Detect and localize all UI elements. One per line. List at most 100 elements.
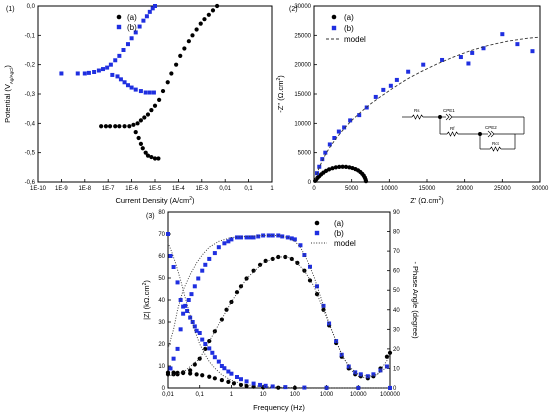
panel-1-series-b-point — [118, 77, 123, 82]
panel-1-series-b-point — [75, 71, 80, 76]
panel-3-series-b-point — [235, 375, 240, 379]
panel-3-series-a-point — [165, 372, 171, 377]
panel-3-series-a-point — [387, 350, 393, 355]
panel-2-series-b-point — [323, 150, 328, 155]
panel-1-series-a-point — [142, 115, 147, 120]
panel-3-y-axis-label-main: |Z| (kΩ.cm — [142, 285, 151, 320]
panel-1-series-a-point — [169, 71, 174, 76]
panel-3-series-b-point — [321, 303, 326, 308]
panel-2-y-axis-label-tail: ) — [276, 75, 285, 78]
panel-1-series-a-point — [133, 130, 138, 135]
panel-3-y-tick-label: 30 — [158, 320, 165, 326]
panel-1-series-a-point — [122, 124, 127, 129]
panel-1-series-a-point — [182, 46, 187, 51]
panel-2-series-a-point — [330, 166, 335, 171]
panel-1-series-b-point — [121, 48, 126, 52]
panel-3-series-b-point — [353, 370, 358, 375]
legend-a-label: (a) — [127, 13, 137, 22]
panel-3-x-tick-label: 0,1 — [196, 392, 205, 398]
panel-1-series-b-point — [86, 70, 91, 75]
panel-3-x-tick-label: 0,01 — [162, 392, 174, 398]
panel-3-series-a-point — [238, 284, 244, 289]
panel-1-series-a-point — [194, 27, 199, 32]
panel-2-series-b-point — [357, 113, 362, 118]
panel-3-series-a-point — [203, 346, 208, 351]
panel-3-series-b-point — [222, 366, 227, 371]
panel-3-y2-tick-label: 10 — [393, 366, 400, 372]
panel-1-series-a-point — [157, 97, 162, 102]
panel-2-y-tick-label: 30000 — [294, 4, 311, 10]
panel-1-series-b-point — [141, 18, 146, 23]
circuit-label-cpe2: CPE2 — [485, 125, 497, 130]
panel-3-series-b-point — [200, 268, 205, 273]
panel-1-series-a-point — [178, 53, 183, 58]
panel-2-y-axis-label-main: -Z'' (Ω.cm — [276, 81, 285, 113]
panel-3-series-b-point — [280, 234, 285, 239]
panel-3-series-b-point — [168, 366, 173, 371]
panel-3-x-tick-label: 1 — [230, 392, 234, 398]
panel-2-series-b-point — [320, 157, 325, 162]
panel-3-legend: (a) (b) model — [311, 219, 356, 248]
panel-2-x-tick-label: 15000 — [419, 186, 436, 192]
panel-3-series-b-point — [339, 352, 344, 357]
panel-2-series-a-point — [337, 164, 342, 169]
panel-1-series-a-point — [152, 156, 158, 161]
panel-3-y-tick-label: 40 — [158, 298, 165, 304]
panel-3-y2-tick-label: 70 — [393, 249, 400, 255]
panel-1-series-a-point — [145, 112, 151, 117]
panel-2-series-a-point — [326, 167, 332, 172]
panel-3-y-tick-label: 20 — [158, 342, 165, 348]
panel-3-series-b-point — [371, 372, 376, 377]
panel-1-series-a-point — [149, 108, 154, 113]
panel-1-y-tick-label: -0,5 — [25, 151, 36, 157]
panel-2-y-tick-label: 25000 — [294, 33, 311, 39]
panel-2-series-b-point — [515, 42, 520, 47]
panel-label-2: (2) — [289, 6, 298, 13]
panel-3-y-tick-label: 80 — [158, 210, 165, 216]
panel-1-series-a-point — [174, 62, 179, 67]
panel-1-series-a-point — [136, 135, 141, 141]
panel-1-y-tick-label: -0,2 — [25, 63, 36, 69]
panel-1-series-a-point — [143, 150, 148, 155]
panel-1-series-b-point — [115, 74, 120, 79]
panel-1-y-tick-label: -0,6 — [25, 180, 36, 186]
panel-3-series-b-point — [270, 384, 275, 389]
panel-1-x-tick-label: 1 — [270, 186, 274, 192]
legend-model-label: model — [334, 239, 356, 248]
panel-3-series-b-point — [210, 350, 215, 355]
panel-3-series-b-point — [189, 292, 194, 297]
legend-b-label: (b) — [334, 229, 344, 238]
panel-2-series-b-point — [348, 118, 353, 123]
legend-a-marker — [314, 220, 320, 226]
panel-1-series-a-point — [131, 122, 136, 127]
panel-3-y-tick-label: 50 — [158, 276, 165, 282]
panel-3-series-b-point — [244, 379, 249, 384]
panel-3-series-b-point — [171, 356, 176, 361]
panel-1-series-b-point — [125, 42, 130, 47]
panel-2-x-axis-label-tail: ) — [441, 196, 444, 205]
panel-3-series-b-point — [248, 235, 253, 240]
panel-3-series-b-point — [307, 264, 312, 269]
panel-3-y-axis-label-sup: 2 — [142, 282, 148, 285]
panel-3-series-b-point — [289, 236, 294, 241]
panel-3-series-b-point — [238, 235, 243, 240]
panel-3-series-a-point — [188, 368, 193, 373]
legend-a-label: (a) — [334, 219, 344, 228]
panel-3-series-b-point — [203, 342, 208, 346]
panel-1-series-b-point — [129, 85, 134, 90]
panel-1-legend: (a) (b) — [116, 13, 137, 32]
panel-2-legend: (a) (b) model — [326, 13, 366, 44]
panel-1-series-a-point — [145, 153, 151, 158]
panel-3-series-b-point — [238, 377, 243, 382]
panel-3-y2-tick-label: 50 — [393, 288, 400, 294]
panel-3-series-b-point — [258, 382, 263, 387]
panel-1-x-axis-label: Current Density (A/cm2) — [115, 196, 195, 205]
panel-3-y-axis-label-tail: ) — [142, 280, 151, 283]
panel-1-series-b-point — [153, 4, 157, 8]
panel-1-y-tick-label: -0,1 — [25, 33, 36, 39]
panel-3-series-b-point — [178, 327, 183, 332]
panel-1-series-a-point — [206, 12, 211, 17]
panel-3-series-b-point — [197, 331, 202, 335]
panel-2-series-b-point — [458, 55, 463, 60]
panel-2-series-b-point — [381, 87, 386, 92]
